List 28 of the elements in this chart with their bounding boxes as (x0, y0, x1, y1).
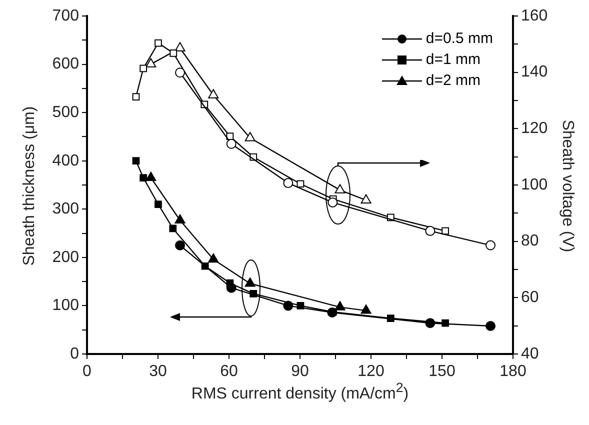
y2-axis-title: Sheath voltage (V) (558, 120, 576, 252)
x-tick-label: 90 (291, 363, 309, 380)
y2-tick-label: 160 (521, 7, 548, 24)
y-tick-label: 200 (52, 248, 80, 266)
x-tick-label: 0 (82, 363, 92, 380)
legend-label: d=1 mm (426, 51, 480, 68)
y-tick-label: 700 (52, 7, 80, 24)
y-tick-label: 500 (52, 104, 80, 121)
x-tick-label: 150 (428, 363, 456, 380)
x-tick-label: 180 (500, 363, 526, 380)
y-tick-label: 100 (52, 297, 80, 314)
y-tick-label: 600 (52, 56, 80, 73)
y2-tick-label: 120 (521, 120, 548, 138)
y2-tick-label: 40 (521, 345, 539, 362)
x-tick-label: 60 (220, 363, 238, 380)
legend-label: d=0.5 mm (426, 30, 493, 47)
legend-label: d=2 mm (426, 72, 480, 89)
y2-tick-label: 60 (521, 289, 539, 306)
x-axis-title: RMS current density (mA/cm$^{2}$) (191, 380, 409, 404)
y-tick-label: 0 (70, 345, 80, 362)
y2-tick-label: 80 (521, 232, 539, 250)
x-tick-label: 120 (358, 363, 384, 380)
y-tick-label: 400 (52, 152, 80, 170)
y2-tick-label: 140 (521, 64, 548, 81)
y2-tick-label: 100 (521, 176, 548, 194)
x-tick-label: 30 (149, 363, 167, 380)
y-tick-label: 300 (52, 200, 80, 218)
y-axis-title: Sheath thickness (μm) (21, 106, 39, 266)
